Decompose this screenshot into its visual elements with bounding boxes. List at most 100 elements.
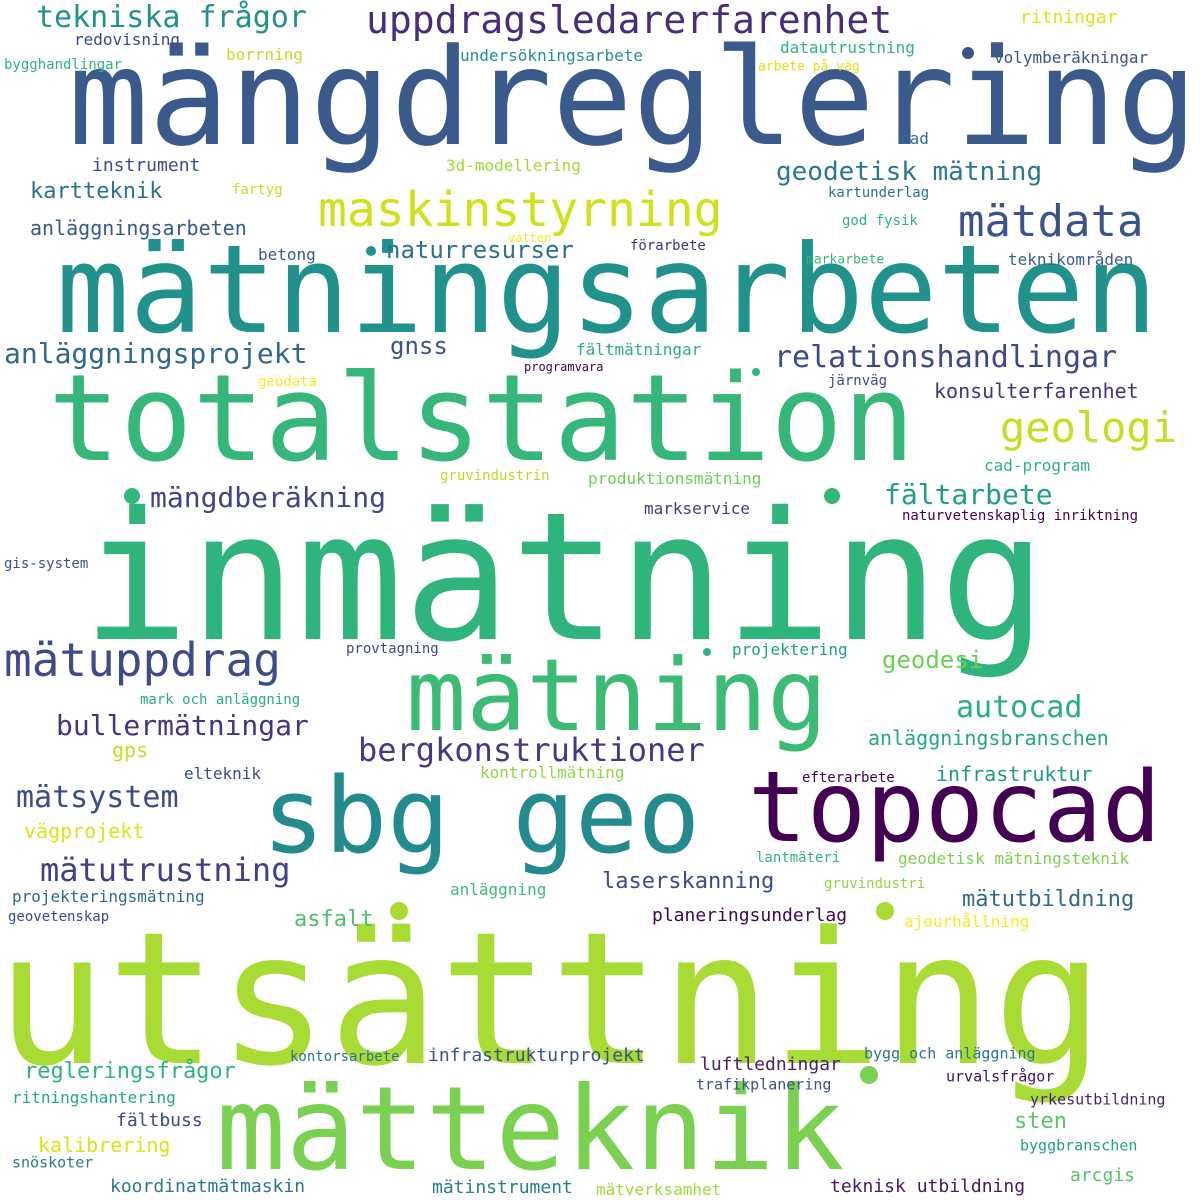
cloud-word: mätningsarbeten	[56, 219, 1158, 361]
cloud-word: elteknik	[184, 764, 262, 783]
cloud-word: vägprojekt	[24, 819, 145, 843]
cloud-word: lantmäteri	[756, 850, 841, 866]
cloud-word: trafikplanering	[696, 1075, 832, 1094]
cloud-word: mätutrustning	[40, 851, 291, 889]
cloud-word: järnväg	[828, 373, 888, 389]
dot-marker	[390, 902, 408, 920]
cloud-word: geodetisk mätning	[776, 157, 1043, 187]
cloud-word: ajourhållning	[904, 912, 1030, 931]
cloud-word: gnss	[390, 332, 448, 360]
cloud-word: markservice	[644, 499, 750, 518]
dot-marker	[962, 47, 974, 59]
cloud-word: vatten	[508, 231, 552, 245]
cloud-word: autocad	[956, 690, 1083, 725]
cloud-word: mätinstrument	[432, 1177, 573, 1198]
cloud-word: bygghandlingar	[4, 57, 123, 73]
cloud-word: teknisk utbildning	[830, 1176, 1026, 1197]
cloud-word: cad-program	[984, 456, 1090, 475]
cloud-word: förarbete	[630, 238, 706, 254]
cloud-word: mätverksamhet	[596, 1180, 722, 1199]
cloud-word: bullermätningar	[56, 709, 309, 742]
dot-marker	[366, 246, 376, 256]
dot-marker	[860, 1066, 878, 1084]
cloud-word: naturresurser	[386, 236, 574, 264]
cloud-word: fältbuss	[116, 1110, 203, 1131]
cloud-word: fartyg	[232, 182, 283, 198]
cloud-word: anläggning	[450, 880, 547, 899]
cloud-word: gruvindustri	[824, 876, 926, 892]
cloud-word: snöskoter	[12, 1153, 94, 1172]
cloud-word: betong	[258, 245, 316, 264]
cloud-word: yrkesutbildning	[1030, 1090, 1166, 1109]
cloud-word: byggbranschen	[1020, 1136, 1138, 1155]
cloud-word: redovisning	[74, 30, 180, 49]
cloud-word: mätteknik	[216, 1062, 845, 1197]
dot-marker	[824, 488, 840, 504]
cloud-word: mätutbildning	[962, 887, 1135, 912]
cloud-word: laserskanning	[602, 869, 775, 894]
cloud-word: fältarbete	[884, 478, 1053, 511]
cloud-word: kalibrering	[38, 1133, 171, 1157]
cloud-word: cad	[900, 129, 929, 148]
cloud-word: koordinatmätmaskin	[110, 1176, 306, 1197]
cloud-word: instrument	[92, 155, 201, 176]
cloud-word: mätsystem	[16, 780, 179, 815]
dot-marker	[876, 902, 894, 920]
cloud-word: mätning	[406, 637, 828, 754]
cloud-word: efterarbete	[802, 770, 895, 786]
cloud-word: projekteringsmätning	[12, 887, 205, 906]
cloud-word: kartteknik	[30, 179, 163, 204]
cloud-word: anläggningsarbeten	[30, 216, 247, 240]
cloud-word: programvara	[524, 360, 604, 374]
cloud-word: geodata	[258, 374, 318, 390]
cloud-word: mark och anläggning	[140, 692, 301, 708]
cloud-word: gruvindustrin	[440, 468, 550, 484]
cloud-word: provtagning	[346, 641, 439, 657]
cloud-word: urvalsfrågor	[946, 1067, 1055, 1086]
cloud-word: inmätning	[82, 474, 1047, 681]
cloud-word: fältmätningar	[576, 340, 702, 359]
cloud-word: ritningar	[1020, 7, 1118, 28]
cloud-word: produktionsmätning	[588, 469, 762, 488]
dot-marker	[752, 368, 760, 376]
cloud-word: anläggningsbranschen	[868, 726, 1109, 750]
cloud-word: undersökningsarbete	[460, 46, 644, 65]
cloud-word: geodetisk mätningsteknik	[898, 849, 1130, 868]
cloud-word: projektering	[732, 640, 848, 659]
cloud-word: mängdreglering	[68, 20, 1198, 176]
cloud-word: datautrustning	[780, 38, 915, 57]
cloud-word: infrastruktur	[936, 762, 1093, 786]
cloud-word: mängdberäkning	[150, 481, 387, 514]
cloud-word: uppdragsledarerfarenhet	[366, 0, 893, 42]
cloud-word: geovetenskap	[8, 909, 110, 925]
cloud-word: arcgis	[1070, 1165, 1136, 1186]
cloud-word: arbete på väg	[758, 59, 860, 75]
cloud-word: geodesi	[882, 646, 984, 674]
cloud-word: naturvetenskaplig inriktning	[902, 508, 1139, 524]
cloud-word: planeringsunderlag	[652, 905, 848, 926]
cloud-word: volymberäkningar	[994, 48, 1149, 67]
cloud-word: konsulterfarenhet	[934, 379, 1139, 403]
dot-marker	[124, 488, 140, 504]
cloud-word: kartunderlag	[828, 185, 930, 201]
dot-marker	[703, 648, 711, 656]
cloud-word: geologi	[1000, 403, 1178, 452]
cloud-word: bergkonstruktioner	[358, 731, 705, 769]
cloud-word: bygg och anläggning	[864, 1044, 1036, 1063]
cloud-word: teknikområden	[1008, 250, 1134, 269]
cloud-word: markarbete	[806, 252, 885, 268]
cloud-word: utsättning	[0, 893, 1104, 1107]
cloud-word: gps	[112, 738, 149, 762]
cloud-word: mätuppdrag	[4, 633, 281, 687]
cloud-word: 3d-modellering	[446, 156, 581, 175]
cloud-word: kontorsarbete	[290, 1049, 400, 1065]
cloud-word: infrastrukturprojekt	[428, 1045, 645, 1066]
cloud-word: anläggningsprojekt	[4, 337, 308, 370]
cloud-word: borrning	[226, 45, 304, 64]
cloud-word: topocad	[748, 751, 1162, 865]
cloud-word: sten	[1014, 1109, 1067, 1134]
cloud-word: relationshandlingar	[774, 340, 1118, 375]
cloud-word: mätdata	[958, 196, 1144, 247]
cloud-word: luftledningar	[700, 1054, 841, 1075]
